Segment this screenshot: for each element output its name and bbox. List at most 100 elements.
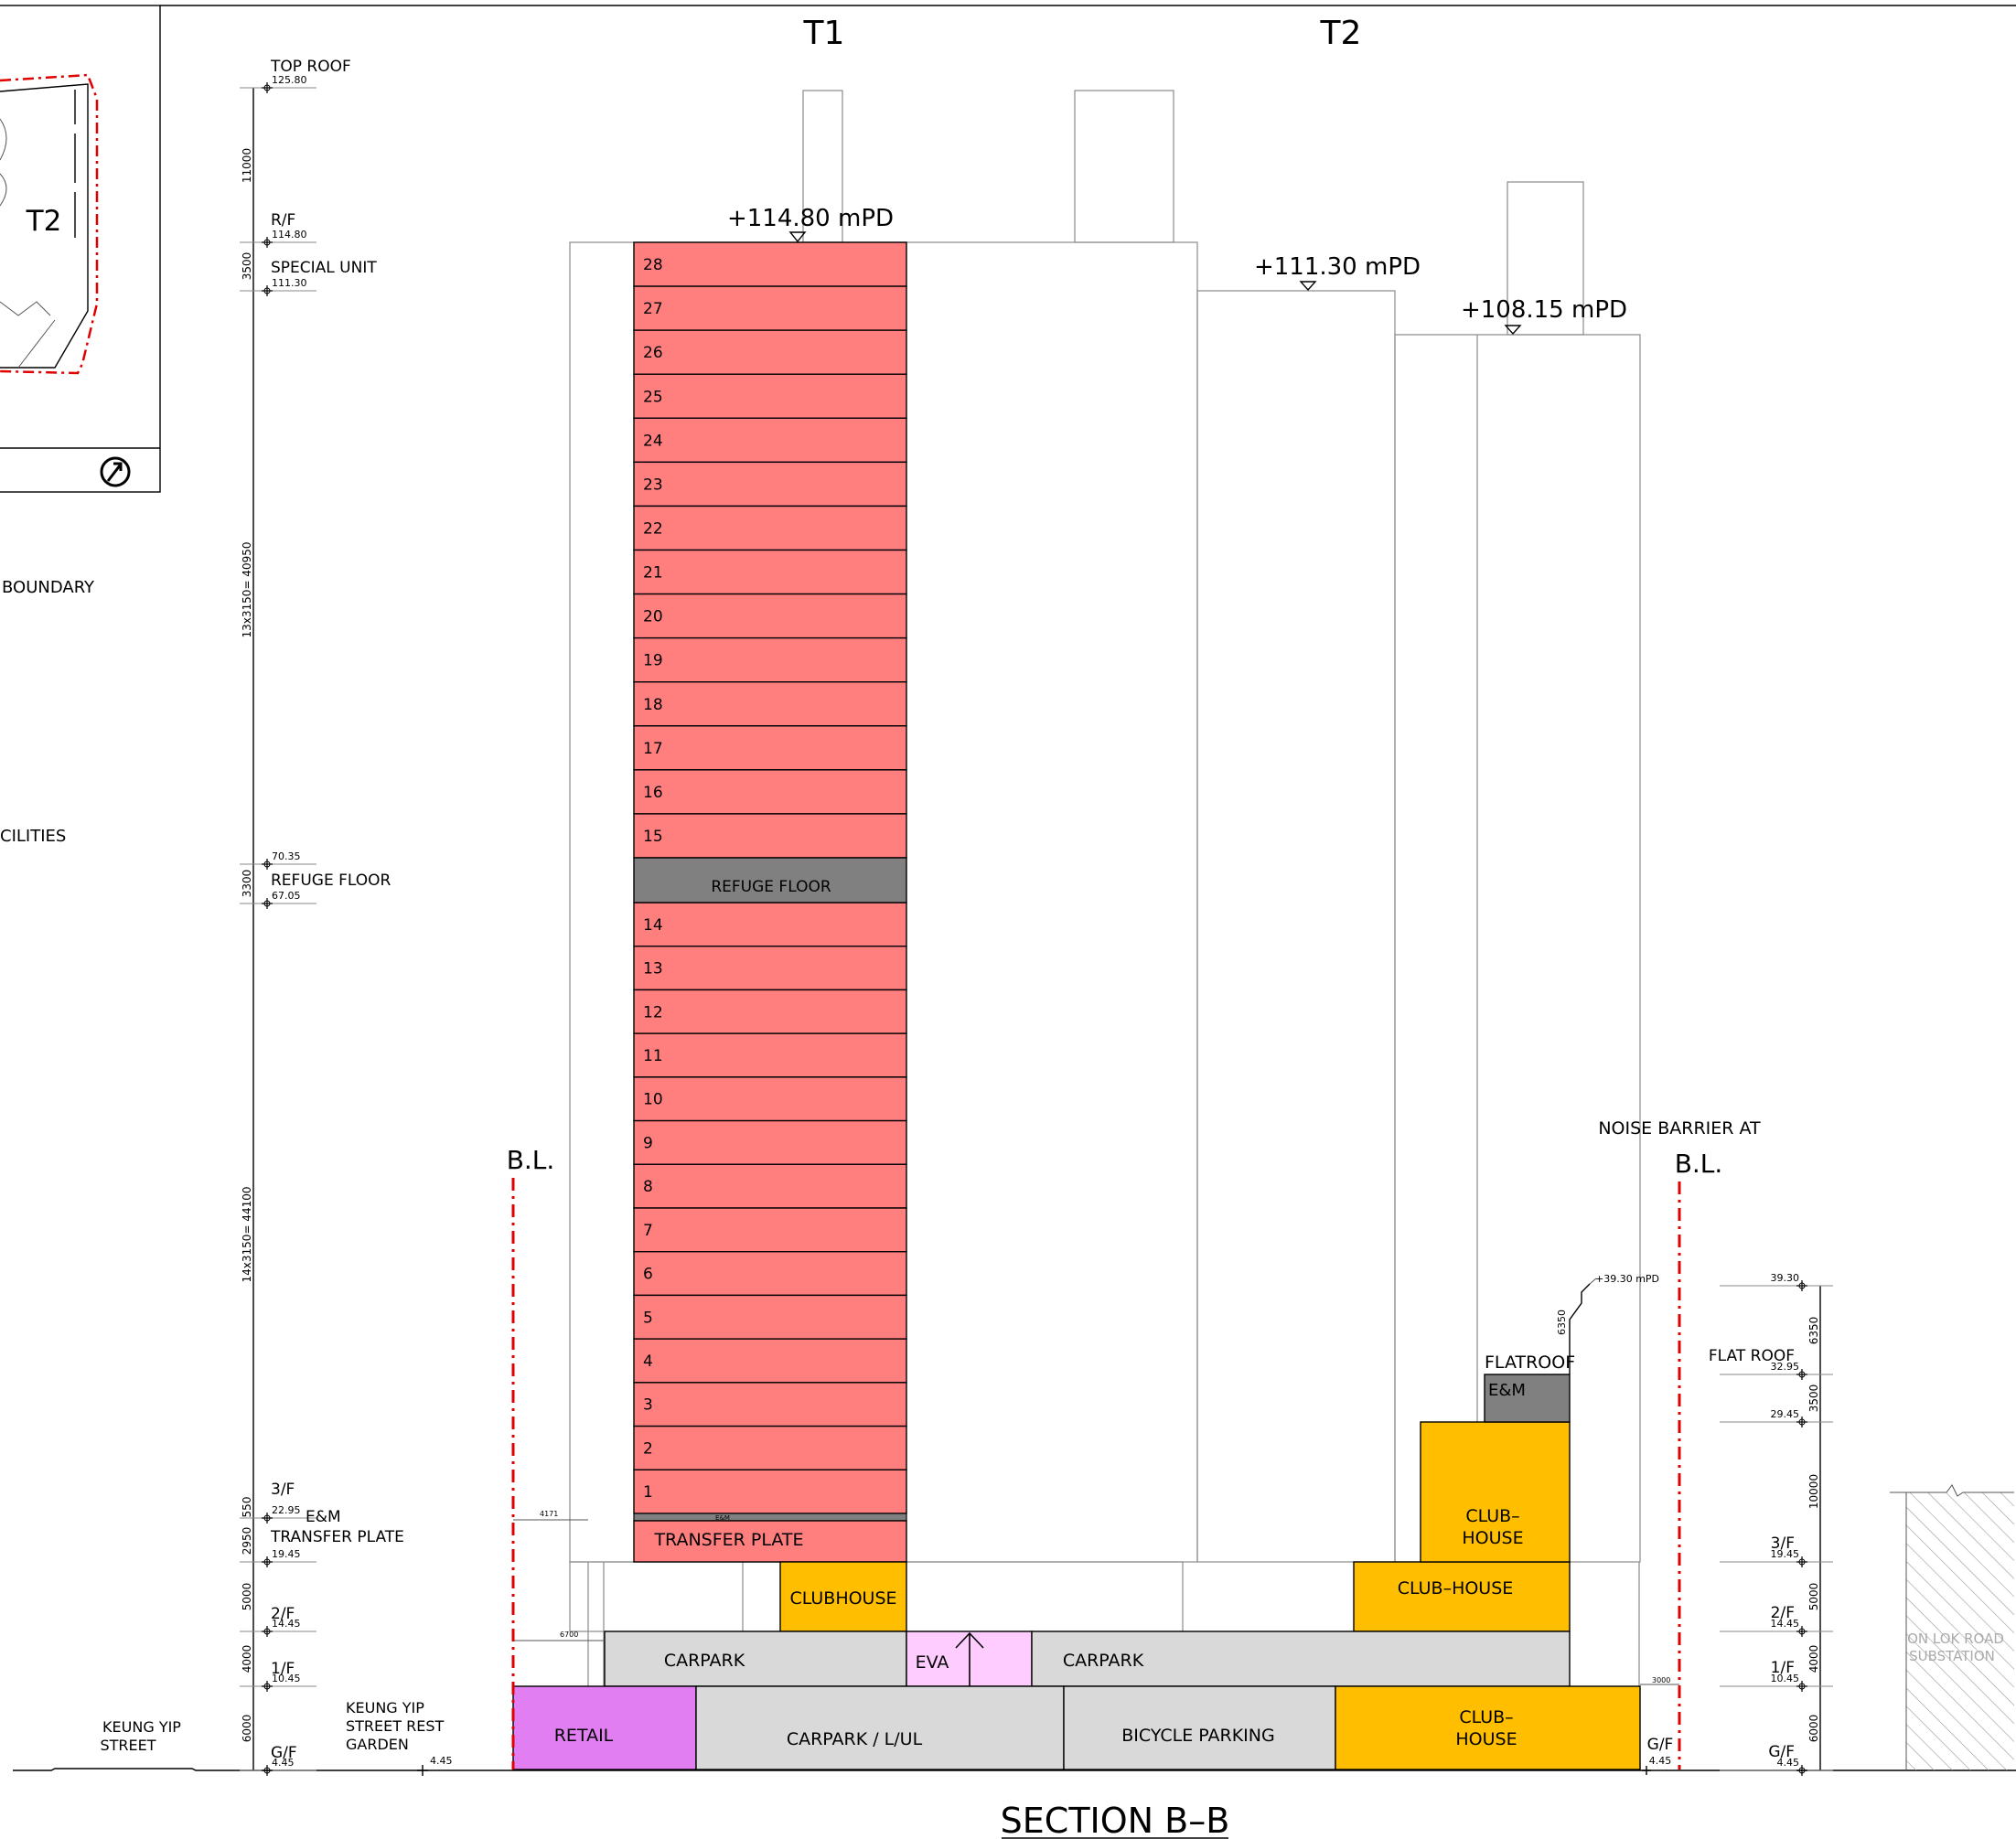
legend-boundary: BOUNDARY xyxy=(2,578,95,597)
floor-number: 21 xyxy=(643,564,663,583)
dim-right-0: 6350 xyxy=(1807,1317,1820,1345)
gf-mid-value: 4.45 xyxy=(1649,1755,1672,1767)
svg-text:3/F: 3/F xyxy=(1771,1534,1795,1553)
svg-text:+114.80 mPD: +114.80 mPD xyxy=(727,205,894,232)
legend-facilities: CILITIES xyxy=(0,827,66,846)
gf-mid-label: G/F xyxy=(1647,1736,1674,1754)
svg-text:10.45: 10.45 xyxy=(1771,1673,1800,1684)
floor-16: 16 xyxy=(633,769,907,815)
em-room-roof: E&M FLATROOF xyxy=(1484,1353,1575,1423)
dim-left-7: 5000 xyxy=(241,1583,253,1611)
svg-text:KEUNG YIP: KEUNG YIP xyxy=(346,1699,424,1716)
svg-text:R/F: R/F xyxy=(271,211,295,230)
svg-text:22.95: 22.95 xyxy=(272,1504,301,1516)
floor-number: 22 xyxy=(643,519,663,538)
floor-number: 6 xyxy=(643,1266,653,1284)
dim-right-3: 5000 xyxy=(1807,1583,1820,1611)
svg-text:REFUGE FLOOR: REFUGE FLOOR xyxy=(271,871,391,890)
level-left-7: 19.45 TRANSFER PLATE xyxy=(240,1528,404,1567)
svg-text:E&M: E&M xyxy=(306,1508,341,1526)
svg-text:+108.15 mPD: +108.15 mPD xyxy=(1461,296,1627,324)
dim-left-2: 13x3150= 40950 xyxy=(241,542,253,638)
em-label: E&M xyxy=(1488,1381,1526,1400)
level-left-8: 14.452/F xyxy=(240,1605,316,1637)
svg-text:STREET: STREET xyxy=(100,1737,155,1754)
dim-right-2: 10000 xyxy=(1807,1474,1820,1509)
svg-text:GARDEN: GARDEN xyxy=(346,1736,409,1753)
floor-10: 10 xyxy=(633,1076,907,1122)
floor-25: 25 xyxy=(633,373,907,419)
floor-number: 23 xyxy=(643,476,663,494)
svg-text:2/F: 2/F xyxy=(1771,1604,1795,1622)
noise-barrier-label: NOISE BARRIER AT xyxy=(1598,1118,1761,1139)
floor-23: 23 xyxy=(633,461,907,508)
svg-text:125.80: 125.80 xyxy=(272,74,307,86)
svg-text:CLUB–: CLUB– xyxy=(1459,1707,1513,1727)
floor-28: 28 xyxy=(633,241,907,287)
floor-24: 24 xyxy=(633,417,907,464)
svg-text:BICYCLE PARKING: BICYCLE PARKING xyxy=(1121,1726,1274,1746)
floor-number: 2 xyxy=(643,1439,653,1458)
garden-label: KEUNG YIP STREET REST GARDEN 4.45 xyxy=(346,1699,453,1776)
section-title: SECTION B–B xyxy=(1001,1801,1230,1839)
svg-text:CARPARK / L/UL: CARPARK / L/UL xyxy=(787,1729,923,1749)
svg-text:3000: 3000 xyxy=(1652,1676,1670,1684)
svg-text:29.45: 29.45 xyxy=(1771,1408,1800,1420)
svg-text:70.35: 70.35 xyxy=(272,850,301,862)
dim-left-1: 3500 xyxy=(241,252,253,281)
floor-number: 3 xyxy=(643,1396,653,1415)
floor-22: 22 xyxy=(633,505,907,551)
svg-text:FLAT ROOF: FLAT ROOF xyxy=(1709,1347,1795,1365)
svg-text:4.45: 4.45 xyxy=(272,1757,295,1769)
svg-text:2/F: 2/F xyxy=(271,1605,295,1623)
floor-number: 11 xyxy=(643,1047,663,1065)
carpark-1f-right: CARPARK xyxy=(1031,1631,1571,1687)
clubhouse-2f-right: CLUB–HOUSE xyxy=(1353,1561,1571,1632)
svg-text:14.45: 14.45 xyxy=(272,1618,301,1630)
svg-text:CLUBHOUSE: CLUBHOUSE xyxy=(789,1588,896,1609)
svg-text:CARPARK: CARPARK xyxy=(1063,1651,1144,1671)
em-small-label: E&M xyxy=(715,1514,730,1522)
section-title-text: SECTION B–B xyxy=(1001,1801,1230,1839)
eva-zone: EVA xyxy=(906,1631,1033,1687)
floor-number: 15 xyxy=(643,828,663,846)
svg-text:1/F: 1/F xyxy=(271,1660,295,1678)
level-left-9: 10.451/F xyxy=(240,1660,316,1692)
floor-18: 18 xyxy=(633,681,907,727)
noise-barrier: +39.30 mPD 6350 xyxy=(1556,1273,1659,1374)
floor-number: 26 xyxy=(643,344,663,362)
floor-number: 18 xyxy=(643,696,663,714)
bicycle-parking-gf: BICYCLE PARKING xyxy=(1063,1685,1336,1770)
floor-number: 25 xyxy=(643,388,663,406)
dim-left-5: 550 xyxy=(241,1497,253,1518)
svg-text:HOUSE: HOUSE xyxy=(1462,1528,1523,1548)
floor-number: 8 xyxy=(643,1178,653,1196)
floor-19: 19 xyxy=(633,636,907,683)
dim-left-6: 2950 xyxy=(241,1527,253,1556)
boundary-line-right: B.L. xyxy=(1675,1149,1722,1770)
svg-text:114.80: 114.80 xyxy=(272,229,307,241)
floor-2: 2 xyxy=(633,1425,907,1470)
key-plan-detail xyxy=(0,118,56,369)
svg-text:HOUSE: HOUSE xyxy=(1455,1729,1517,1749)
floor-number: 9 xyxy=(643,1134,653,1152)
north-arrow-icon xyxy=(100,456,131,487)
dim-left-0: 11000 xyxy=(241,148,253,183)
svg-text:TOP ROOF: TOP ROOF xyxy=(270,58,351,76)
dim-right-4: 4000 xyxy=(1807,1645,1820,1673)
retail-gf: RETAIL xyxy=(512,1685,697,1770)
svg-text:+111.30 mPD: +111.30 mPD xyxy=(1254,253,1421,281)
floor-13: 13 xyxy=(633,946,907,991)
floor-number: 20 xyxy=(643,608,663,626)
clubhouse-gf: CLUB– HOUSE xyxy=(1335,1685,1641,1770)
svg-text:STREET REST: STREET REST xyxy=(346,1717,445,1735)
transfer-plate-label: TRANSFER PLATE xyxy=(653,1530,803,1550)
svg-text:4171: 4171 xyxy=(540,1510,558,1518)
key-plan-boundary xyxy=(0,73,99,375)
street-label: KEUNG YIP STREET xyxy=(100,1718,181,1754)
